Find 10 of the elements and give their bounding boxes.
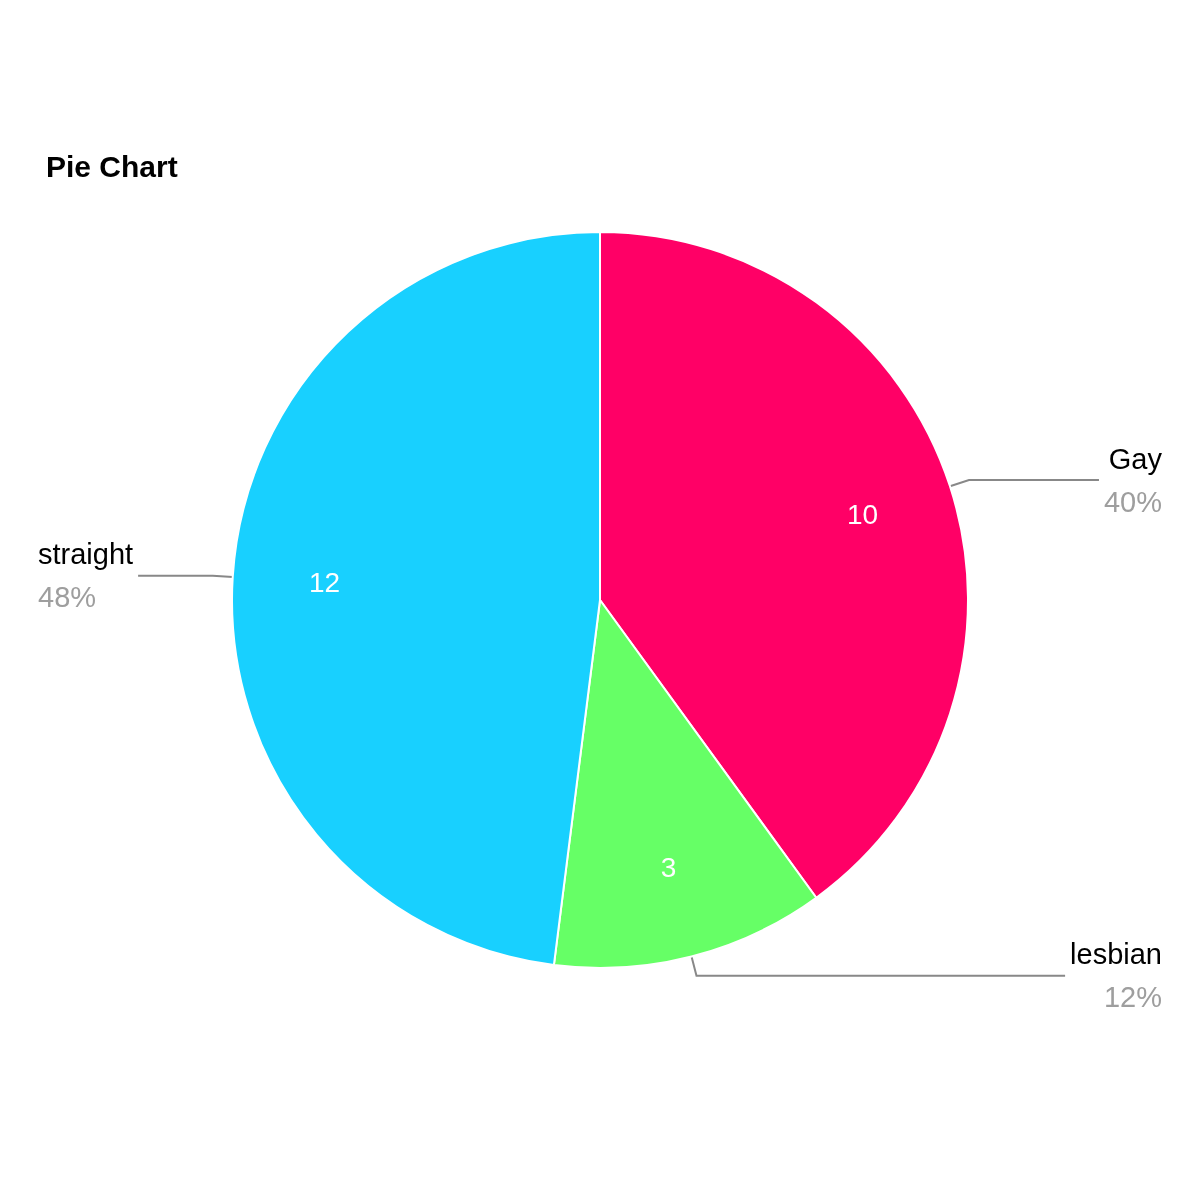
slice-label: straight bbox=[38, 538, 134, 571]
slice-label: lesbian bbox=[1070, 938, 1162, 971]
text: 3 bbox=[660, 851, 677, 883]
data-label: 48% bbox=[38, 581, 97, 614]
slice-label: Gay bbox=[1108, 442, 1163, 475]
data-label: 40% bbox=[1103, 485, 1162, 518]
chart-title: Pie Chart bbox=[46, 149, 178, 183]
data-label: 12% bbox=[1103, 981, 1162, 1014]
text: 12 bbox=[308, 567, 341, 599]
text: 10 bbox=[846, 499, 879, 531]
